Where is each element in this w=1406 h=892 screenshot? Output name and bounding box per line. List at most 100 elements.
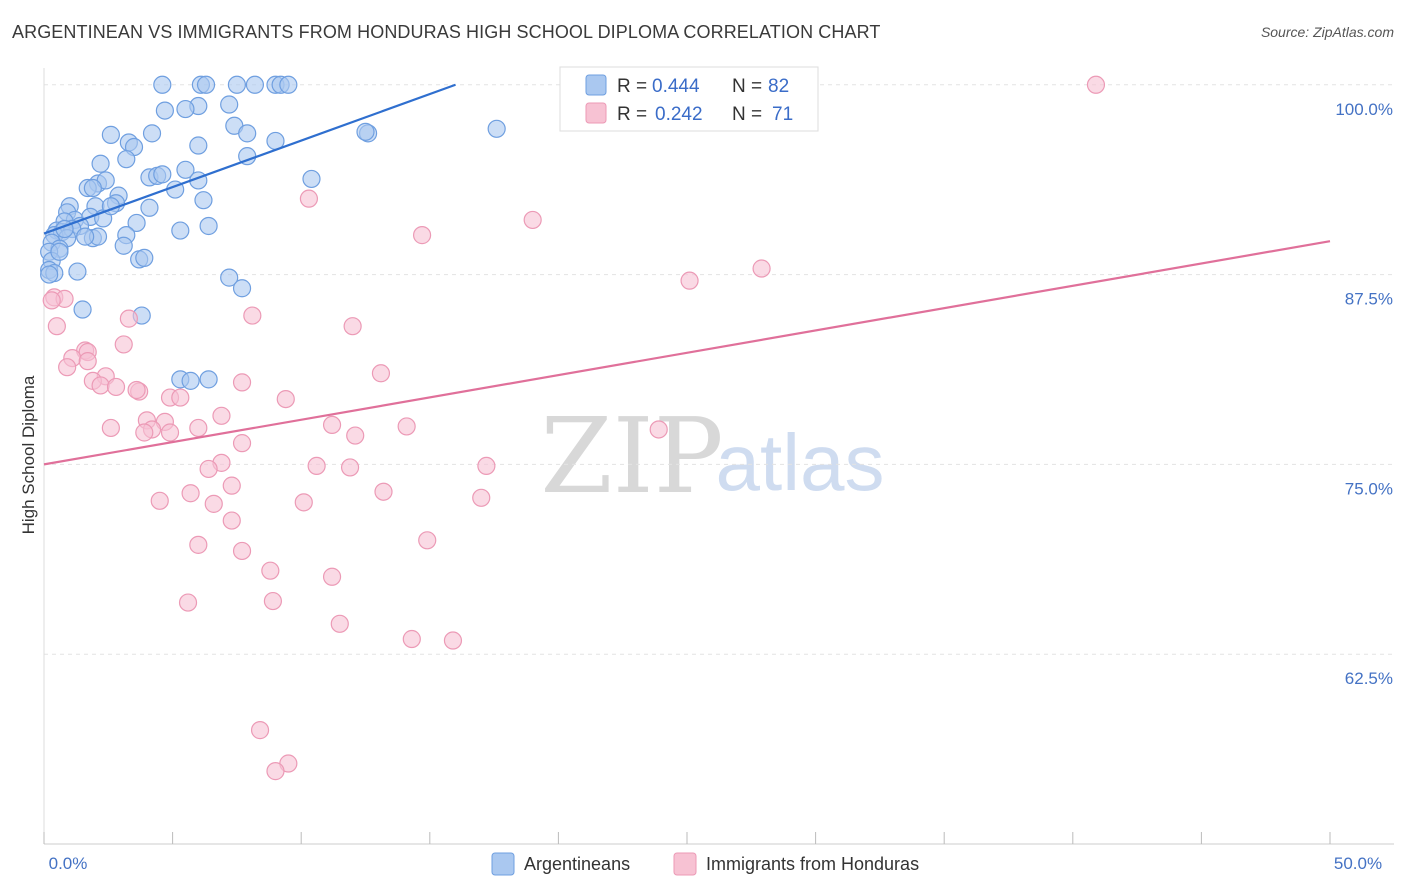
honduras-point-47 — [340, 458, 360, 477]
legend-r-value-1: 0.242 — [655, 104, 703, 125]
y-tick-label-2: 87.5% — [1345, 290, 1393, 309]
series-argentineans — [40, 75, 506, 390]
chart-source: Source: ZipAtlas.com — [1260, 24, 1394, 40]
argentinean-point-75 — [181, 371, 200, 390]
argentinean-point-11 — [176, 99, 195, 119]
honduras-point-20 — [371, 364, 391, 383]
honduras-point-18 — [78, 352, 97, 371]
honduras-point-63 — [263, 591, 283, 611]
argentinean-point-10 — [155, 101, 174, 120]
x-tick-label-0: 0.0% — [49, 854, 88, 873]
chart-title: ARGENTINEAN VS IMMIGRANTS FROM HONDURAS … — [12, 22, 881, 42]
legend-r-label-1: R = — [617, 104, 647, 125]
argentinean-point-39 — [194, 191, 213, 210]
honduras-point-46 — [307, 456, 326, 476]
argentinean-point-80 — [76, 227, 95, 246]
honduras-point-60 — [261, 561, 280, 580]
argentinean-point-3 — [227, 75, 246, 94]
y-tick-label-0: 62.5% — [1345, 669, 1393, 688]
argentinean-point-71 — [232, 279, 252, 298]
honduras-point-36 — [101, 418, 120, 438]
honduras-point-67 — [250, 721, 270, 740]
argentinean-point-14 — [142, 124, 162, 143]
honduras-point-69 — [266, 762, 285, 781]
honduras-point-11 — [119, 309, 138, 328]
y-tick-label-1: 75.0% — [1345, 479, 1393, 498]
top-legend: R = 0.444 N = 82 R = 0.242 N = 71 — [559, 66, 819, 132]
argentinean-point-69 — [68, 262, 87, 281]
honduras-point-10 — [243, 306, 262, 325]
gridlines — [44, 84, 1394, 655]
honduras-point-27 — [127, 380, 146, 400]
bottom-legend-swatch-honduras — [673, 852, 697, 876]
argentinean-trend-line — [43, 83, 456, 235]
honduras-point-38 — [135, 423, 154, 442]
honduras-point-48 — [477, 456, 496, 476]
honduras-point-53 — [204, 494, 223, 513]
honduras-point-41 — [346, 426, 365, 445]
honduras-point-30 — [171, 388, 190, 407]
argentinean-point-72 — [73, 300, 92, 319]
honduras-point-51 — [374, 482, 393, 501]
y-axis-label: High School Diploma — [19, 375, 38, 534]
honduras-point-35 — [397, 417, 416, 436]
honduras-point-66 — [443, 631, 463, 650]
honduras-point-31 — [212, 406, 231, 425]
honduras-point-50 — [181, 484, 200, 503]
honduras-point-58 — [189, 535, 208, 554]
argentinean-point-2 — [196, 75, 216, 94]
argentinean-point-42 — [140, 198, 159, 217]
argentinean-point-30 — [302, 169, 321, 189]
honduras-point-40 — [160, 423, 180, 442]
legend-r-value-0: 0.444 — [652, 76, 700, 97]
legend-n-label-1: N = — [732, 104, 762, 125]
argentinean-point-76 — [199, 370, 218, 389]
legend-swatch-argentineans — [585, 74, 607, 96]
honduras-point-57 — [418, 531, 437, 550]
argentinean-point-34 — [83, 178, 102, 198]
argentinean-point-7 — [279, 75, 298, 94]
argentinean-point-66 — [135, 248, 154, 267]
trend-lines — [43, 83, 1331, 466]
legend-n-label-0: N = — [732, 76, 762, 97]
honduras-point-4 — [523, 210, 542, 230]
argentinean-point-18 — [487, 119, 506, 138]
argentinean-point-77 — [50, 242, 69, 261]
bottom-legend-label-argentineans: Argentineans — [524, 854, 630, 874]
argentinean-point-50 — [199, 216, 218, 236]
honduras-point-45 — [199, 459, 218, 479]
honduras-point-64 — [330, 614, 349, 633]
honduras-point-5 — [412, 226, 432, 245]
honduras-point-6 — [680, 271, 699, 290]
argentinean-point-9 — [220, 95, 239, 114]
legend-n-value-1: 71 — [772, 104, 793, 125]
legend-r-label-0: R = — [617, 76, 647, 97]
argentinean-point-13 — [101, 125, 120, 144]
argentinean-point-16 — [238, 124, 257, 143]
bottom-legend-swatch-argentineans — [491, 852, 515, 876]
argentinean-point-4 — [245, 75, 265, 94]
honduras-point-70 — [42, 291, 61, 310]
legend-swatch-honduras — [585, 102, 607, 124]
argentinean-point-49 — [127, 213, 146, 233]
honduras-point-39 — [189, 418, 208, 438]
honduras-point-54 — [294, 493, 313, 512]
honduras-point-42 — [649, 420, 668, 439]
y-tick-label-3: 100.0% — [1335, 100, 1393, 119]
honduras-point-7 — [752, 259, 771, 278]
honduras-point-55 — [472, 488, 491, 507]
honduras-point-23 — [232, 373, 252, 392]
honduras-point-24 — [91, 376, 110, 395]
honduras-point-12 — [47, 317, 66, 336]
argentinean-point-0 — [153, 75, 172, 94]
honduras-trend-line — [43, 240, 1331, 466]
argentinean-point-24 — [117, 150, 136, 169]
honduras-point-62 — [178, 593, 198, 612]
argentinean-point-21 — [189, 136, 208, 155]
honduras-point-56 — [222, 511, 241, 530]
honduras-point-25 — [106, 377, 126, 397]
honduras-point-14 — [114, 335, 133, 354]
honduras-point-28 — [276, 389, 295, 409]
honduras-point-49 — [222, 476, 241, 495]
